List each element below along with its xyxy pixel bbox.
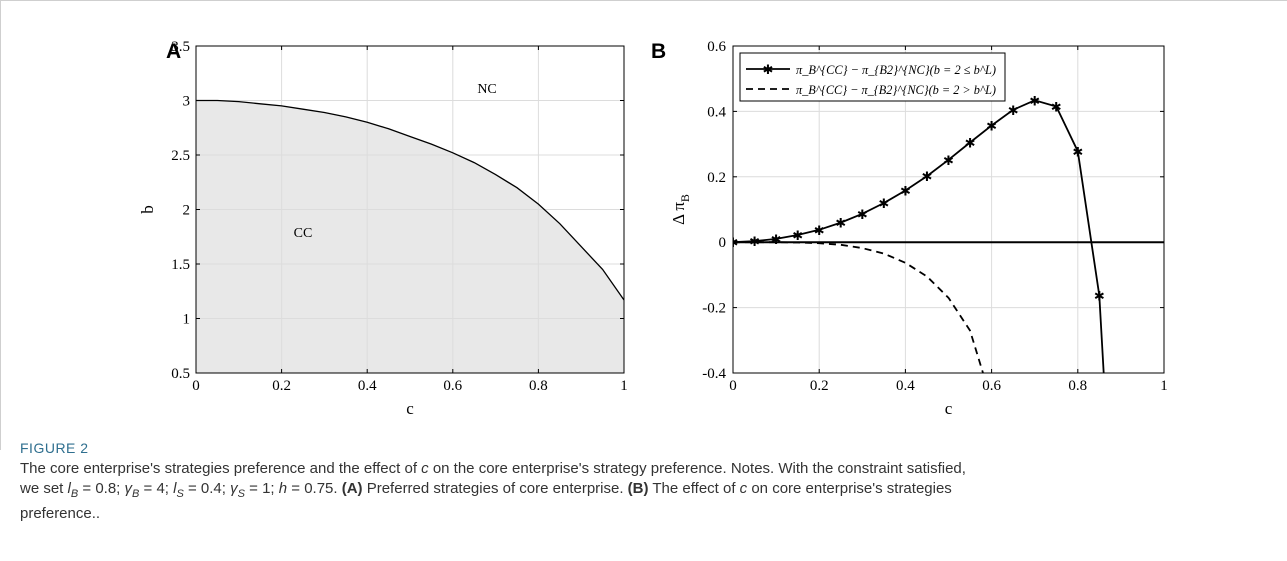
series-1-marker: ✱: [965, 136, 976, 151]
x-axis-label: c: [406, 399, 414, 418]
panel-a-text: Preferred strategies of core enterprise.: [362, 480, 628, 497]
param-value: = 0.4;: [183, 480, 231, 497]
caption-text: we set: [20, 480, 68, 497]
y-tick-label: 2: [183, 203, 191, 219]
param-value: = 0.8;: [78, 480, 125, 497]
param-symbol: γ: [124, 480, 133, 497]
x-tick-label: 0.2: [810, 378, 829, 394]
y-tick-label: 0.5: [171, 366, 190, 382]
series-1-marker: ✱: [1008, 104, 1019, 119]
y-tick-label: 0: [719, 235, 727, 251]
caption-line-1: The core enterprise's strategies prefere…: [20, 459, 1260, 479]
legend-marker-1: ✱: [763, 63, 774, 78]
top-rule: [0, 0, 1287, 1]
series-line-1: [733, 99, 1105, 373]
y-tick-label: 2.5: [171, 148, 190, 164]
y-tick-label: 0.4: [707, 104, 726, 120]
y-tick-label: 0.6: [707, 39, 726, 55]
region-label-cc: CC: [294, 226, 313, 241]
x-tick-label: 0.4: [358, 378, 377, 394]
x-tick-label: 0: [729, 378, 737, 394]
param-symbol-c: c: [739, 480, 748, 497]
param-value: = 0.75.: [287, 480, 342, 497]
param-symbol: γ: [230, 480, 238, 497]
series-1-marker: ✱: [814, 224, 825, 239]
caption-line1: The core enterprise's strategies prefere…: [20, 460, 966, 477]
series-1-marker: ✱: [943, 154, 954, 169]
series-1-marker: ✱: [771, 233, 782, 248]
x-axis-label: c: [945, 399, 953, 418]
series-1-marker: ✱: [921, 170, 932, 185]
y-tick-label: 3: [183, 94, 191, 110]
legend-label-2: π_B^{CC} − π_{B2}^{NC}(b = 2 > b^L): [796, 82, 996, 97]
param-value: = 4;: [139, 480, 174, 497]
caption-block: FIGURE 2 The core enterprise's strategie…: [20, 440, 1260, 524]
param-subscript: B: [132, 488, 140, 500]
y-tick-label: 1.5: [171, 257, 190, 273]
y-axis-label: b: [138, 205, 157, 214]
panel-b-letter: B: [651, 40, 666, 63]
x-tick-label: 0.8: [1068, 378, 1087, 394]
y-tick-label: 1: [183, 312, 191, 328]
panel-a-chart: 0 0.2 0.4 0.6 0.8 1 0.5 1 1.5 2 2.5 3 3.5 c b CC NC A: [138, 39, 628, 418]
series-1-marker: ✱: [749, 235, 760, 250]
figure-label: FIGURE 2: [20, 440, 89, 456]
series-1-marker: ✱: [986, 119, 997, 134]
param-subscript: B: [70, 488, 79, 500]
x-tick-label: 0.4: [896, 378, 915, 394]
x-tick-label: 0.8: [529, 378, 548, 394]
series-1-marker: ✱: [728, 236, 739, 251]
region-label-nc: NC: [477, 82, 496, 97]
series-1-marker: ✱: [792, 229, 803, 244]
y-tick-label: -0.4: [702, 366, 726, 382]
caption-line3: preference..: [20, 505, 101, 522]
panel-b-text-post: on core enterprise's strategies: [747, 480, 952, 497]
series-1-marker: ✱: [1051, 100, 1062, 115]
panel-a-letter: A: [166, 40, 181, 63]
series-1-marker: ✱: [1072, 145, 1083, 160]
axes-box: [732, 45, 1165, 374]
series-1-marker: ✱: [1029, 94, 1040, 109]
plot-area: ✱ ✱ ✱ ✱ ✱ ✱ ✱ ✱ ✱ ✱ ✱ ✱ ✱ ✱ ✱ ✱ ✱ ✱: [728, 94, 1105, 373]
param-subscript: S: [237, 488, 245, 500]
caption-line-2: we set lB = 0.8; γB = 4; lS = 0.4; γS = …: [20, 479, 1260, 504]
param-symbol: l: [173, 480, 177, 497]
y-tick-label: -0.2: [702, 301, 726, 317]
legend: ✱ π_B^{CC} − π_{B2}^{NC}(b = 2 ≤ b^L) π_B^…: [739, 52, 1006, 102]
y-tick-label: 0.2: [707, 170, 726, 186]
series-1-marker: ✱: [857, 208, 868, 223]
y-axis-label: Δ πB: [669, 194, 692, 225]
series-line-2: [733, 241, 984, 373]
x-tick-label: 0: [192, 378, 200, 394]
caption-text: on the core enterprise's strategy prefer…: [428, 460, 966, 477]
panel-b-tag: (B): [627, 480, 649, 497]
panel-b-chart: ✱ ✱ ✱ ✱ ✱ ✱✱✱✱✱✱✱✱✱✱ ✱✱✱0 0.2 0.4 0.6 0.8 1-0.4-0.2…: [651, 39, 1168, 418]
boundary-curve: [196, 99, 625, 301]
series-1-marker: ✱: [878, 197, 889, 212]
x-tick-label: 1: [1160, 378, 1168, 394]
panel-a-tag: (A): [341, 480, 363, 497]
legend-label-1: π_B^{CC} − π_{B2}^{NC}(b = 2 ≤ b^L): [796, 62, 996, 77]
param-value: = 1;: [244, 480, 279, 497]
series-1-marker: ✱: [900, 185, 911, 200]
y-tick-label: 3.5: [171, 39, 190, 55]
param-subscript: S: [176, 488, 184, 500]
param-symbol: l: [67, 480, 71, 497]
caption-text: The core enterprise's strategies prefere…: [20, 460, 422, 477]
left-rule: [0, 0, 1, 450]
series-1-marker: ✱: [1094, 290, 1105, 305]
legend-box: [739, 52, 1006, 102]
x-tick-label: 0.2: [272, 378, 291, 394]
x-tick-label: 0.6: [443, 378, 462, 394]
param-symbol-c: c: [421, 460, 429, 477]
panel-b-text-pre: The effect of: [648, 480, 740, 497]
y-axis-label-sub: B: [678, 194, 692, 202]
cc-region-fill: [196, 100, 624, 373]
x-tick-label: 0.6: [982, 378, 1001, 394]
param-symbol: h: [278, 480, 288, 497]
caption-line-3: preference..: [20, 504, 1260, 524]
series-1-marker: ✱: [835, 217, 846, 232]
x-tick-label: 1: [620, 378, 628, 394]
